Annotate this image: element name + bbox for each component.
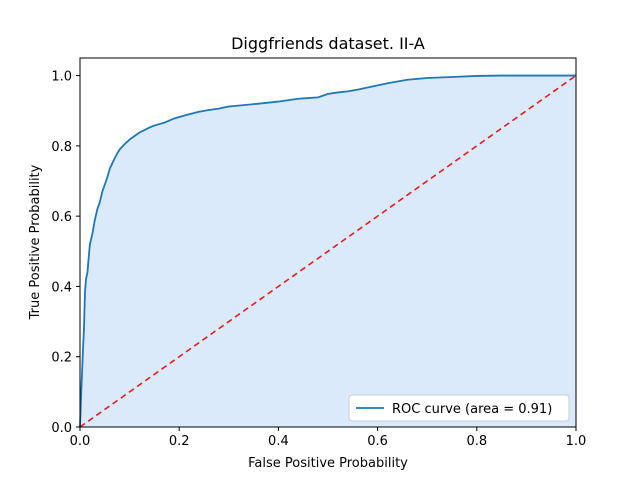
y-tick-label: 0.0 [51, 421, 72, 436]
x-tick-label: 1.0 [566, 434, 587, 449]
legend: ROC curve (area = 0.91) [348, 394, 570, 422]
y-tick-label: 0.2 [51, 351, 72, 366]
chart-title: Diggfriends dataset. II-A [231, 34, 425, 53]
roc-curve-line [79, 74, 576, 428]
x-tick-label: 0.8 [466, 434, 487, 449]
legend-box [348, 394, 570, 422]
y-tick-label: 0.4 [51, 280, 72, 295]
x-tick-label: 0.4 [268, 434, 289, 449]
y-tick-label: 0.8 [51, 140, 72, 155]
x-axis-label: False Positive Probability [248, 456, 408, 471]
y-axis-label: True Positive Probability [28, 164, 43, 320]
chance-diagonal-line [79, 74, 577, 428]
y-tick-label: 0.6 [51, 210, 72, 225]
x-tick-label: 0.2 [169, 434, 190, 449]
plot-frame [79, 57, 577, 428]
x-tick-label: 0.0 [70, 434, 91, 449]
legend-label: ROC curve (area = 0.91) [392, 402, 552, 417]
x-tick-label: 0.6 [367, 434, 388, 449]
y-tick-label: 1.0 [51, 70, 72, 85]
